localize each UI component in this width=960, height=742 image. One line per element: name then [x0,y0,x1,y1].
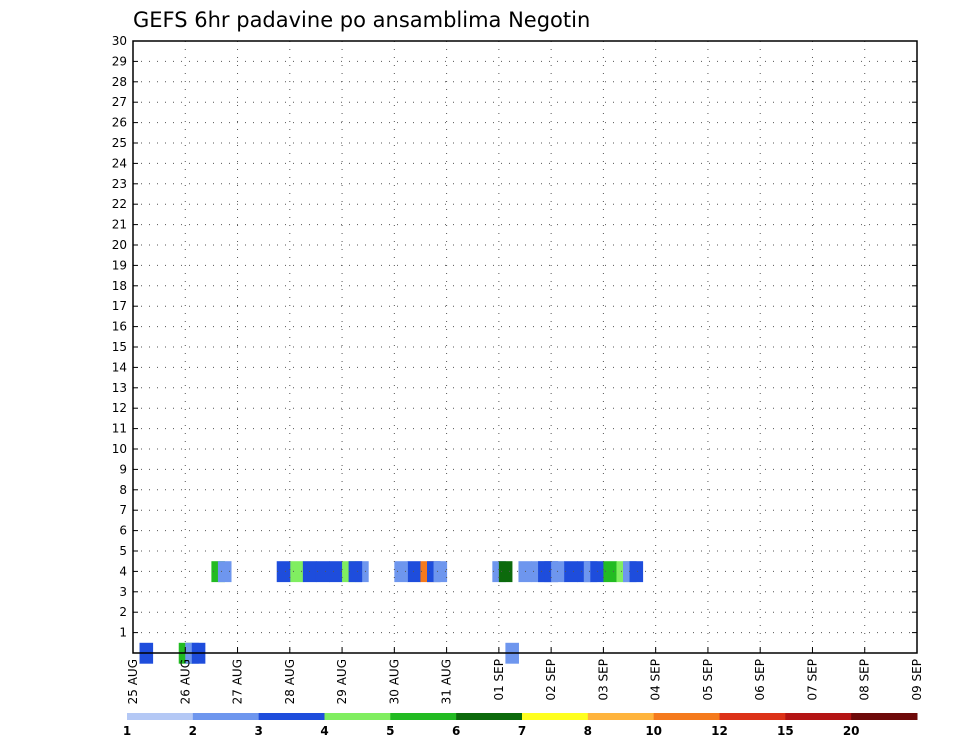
x-tick-label: 02 SEP [544,659,558,701]
y-tick-label: 30 [112,34,127,48]
y-tick-label: 8 [119,483,127,497]
y-tick-label: 23 [112,177,127,191]
colorbar-swatch [192,713,260,720]
y-tick-label: 13 [112,381,127,395]
colorbar-swatch [785,713,852,720]
y-tick-label: 19 [112,258,127,272]
colorbar-swatch [719,713,786,720]
x-tick-label: 25 AUG [126,659,140,704]
heatmap-cell [629,561,644,583]
y-tick-label: 6 [119,524,127,538]
y-tick-label: 26 [112,116,127,130]
colorbar-swatch [324,713,391,720]
y-tick-label: 2 [119,605,127,619]
colorbar-label: 12 [711,724,728,738]
colorbar-swatch [522,713,589,720]
y-tick-label: 21 [112,218,127,232]
colorbar-legend: 1 2 3 4 5 6 7 8 10 12 15 20 [123,713,918,738]
y-tick-label: 12 [112,401,127,415]
colorbar-label: 1 [123,724,131,738]
y-tick-label: 3 [119,585,127,599]
colorbar-swatch [851,713,918,720]
heatmap-cell [329,561,343,583]
heatmap-cell [564,561,578,583]
y-tick-label: 17 [112,299,127,313]
heatmap-cell [394,561,408,583]
heatmap-cells [139,561,644,664]
heatmap-cell [315,561,330,583]
colorbar-label: 7 [518,724,526,738]
y-tick-label: 18 [112,279,127,293]
colorbar-label: 15 [777,724,794,738]
y-tick-label: 4 [119,564,127,578]
y-tick-label: 25 [112,136,127,150]
colorbar-label: 4 [320,724,328,738]
x-tick-label: 03 SEP [596,659,610,701]
colorbar-label: 10 [645,724,662,738]
y-tick-label: 9 [119,462,127,476]
heatmap-cell [407,561,421,583]
x-tick-label: 30 AUG [387,659,401,704]
heatmap-cell [289,561,304,583]
y-tick-label: 11 [112,422,127,436]
y-tick-label: 22 [112,197,127,211]
y-axis-ticks: 1234567891011121314151617181920212223242… [112,34,917,640]
y-tick-label: 1 [119,626,127,640]
colorbar-swatch [587,713,655,720]
heatmap-cell [276,561,291,583]
x-tick-label: 06 SEP [753,659,767,701]
y-tick-label: 5 [119,544,127,558]
x-tick-label: 04 SEP [649,659,663,701]
heatmap-cell [348,561,363,583]
x-tick-label: 05 SEP [701,659,715,701]
colorbar-label: 6 [452,724,460,738]
y-tick-label: 7 [119,503,127,517]
y-tick-label: 29 [112,54,127,68]
x-tick-label: 29 AUG [335,659,349,704]
colorbar-label: 8 [584,724,592,738]
colorbar-swatch [456,713,523,720]
colorbar-swatch [258,713,325,720]
heatmap-cell [433,561,448,583]
heatmap-cell [498,561,513,583]
colorbar-swatch [390,713,457,720]
x-tick-label: 09 SEP [910,659,924,701]
x-tick-label: 08 SEP [858,659,872,701]
x-tick-label: 28 AUG [283,659,297,704]
y-tick-label: 20 [112,238,127,252]
y-tick-label: 24 [112,156,127,170]
colorbar-label: 3 [254,724,262,738]
x-tick-label: 27 AUG [231,659,245,704]
x-tick-label: 26 AUG [178,659,192,704]
colorbar-swatch [653,713,720,720]
y-tick-label: 27 [112,95,127,109]
x-tick-label: 07 SEP [805,659,819,701]
chart-title: GEFS 6hr padavine po ansamblima Negotin [133,8,590,32]
heatmap-cell [217,561,232,583]
x-tick-label: 31 AUG [440,659,454,704]
colorbar-swatch [127,713,194,720]
heatmap-cell [603,561,617,583]
x-axis-ticks: 25 AUG 26 AUG 27 AUG 28 AUG 29 AUG 30 AUG 31 A… [126,647,924,704]
y-tick-label: 16 [112,320,127,334]
colorbar-label: 5 [386,724,394,738]
y-tick-label: 10 [112,442,127,456]
grid-lines [133,41,917,653]
y-tick-label: 14 [112,360,127,374]
colorbar-label: 20 [843,724,860,738]
colorbar-label: 2 [189,724,197,738]
y-tick-label: 28 [112,75,127,89]
y-tick-label: 15 [112,340,127,354]
x-tick-label: 01 SEP [492,659,506,701]
